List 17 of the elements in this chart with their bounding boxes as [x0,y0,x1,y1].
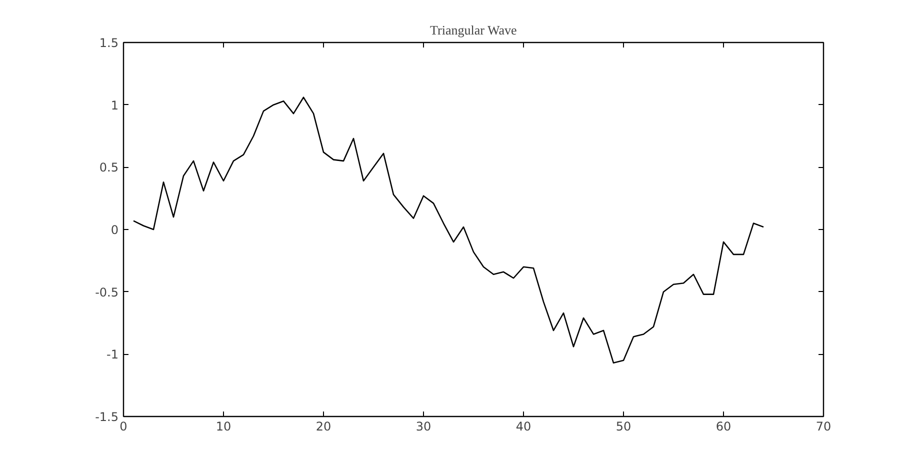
x-tick-label: 60 [716,420,732,434]
x-tick-label: 0 [120,420,128,434]
x-tick-label: 40 [516,420,532,434]
y-tick-label: -0.5 [95,285,119,300]
x-tick-label: 10 [216,420,232,434]
x-tick-label: 30 [416,420,432,434]
line-series [132,96,764,364]
y-tick-label: 0 [110,223,119,237]
chart-title: Triangular Wave [430,22,517,38]
y-tick-label: 0.5 [99,160,119,175]
y-tick-label: -1.5 [95,410,119,424]
x-tick-label: 70 [816,420,832,434]
x-tick-label: 20 [316,420,332,434]
y-tick-label: -1 [106,348,119,362]
x-tick-label: 50 [616,420,632,434]
y-tick-label: 1 [110,98,119,112]
y-tick-label: 1.5 [99,36,119,50]
